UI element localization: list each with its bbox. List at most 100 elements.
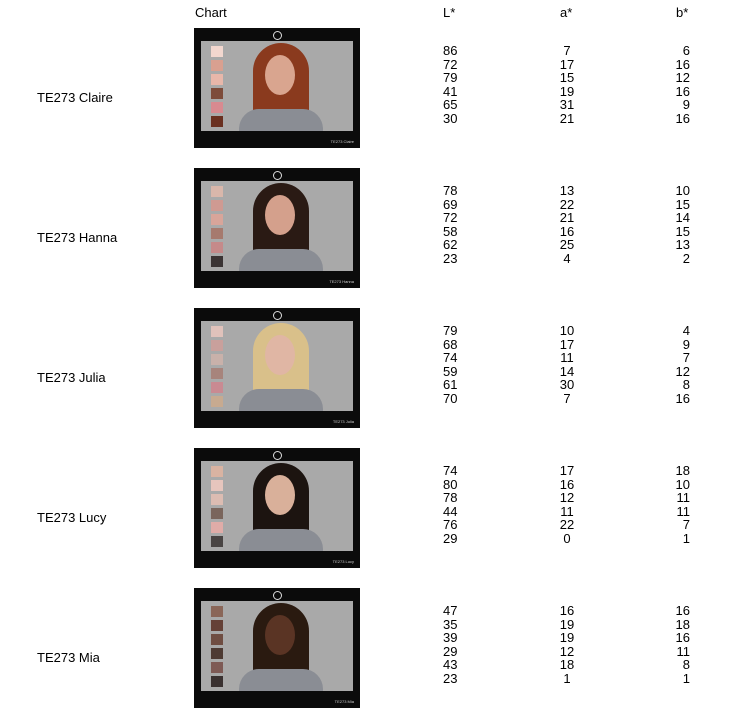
b-values: 6 16 12 16 9 16 <box>662 44 690 126</box>
color-swatch <box>211 354 223 365</box>
b-values: 10 15 14 15 13 2 <box>662 184 690 266</box>
chart-image: TE273 Julia <box>194 308 360 428</box>
b-value: 16 <box>675 630 690 646</box>
b-value: 12 <box>675 363 690 379</box>
L-value: 23 <box>443 250 458 266</box>
color-swatch <box>211 186 223 197</box>
color-swatch <box>211 256 223 267</box>
L-value: 47 <box>443 603 458 618</box>
a-value: 17 <box>559 56 575 72</box>
color-swatch <box>211 74 223 85</box>
logo-icon <box>273 591 282 600</box>
chart-panel <box>201 181 353 271</box>
b-value: 1 <box>682 670 690 686</box>
b-value: 11 <box>676 490 691 506</box>
chart-image: TE273 Claire <box>194 28 360 148</box>
b-value: 1 <box>682 530 690 546</box>
L-value: 59 <box>443 363 458 379</box>
L-values: 79 68 74 59 61 70 <box>443 324 457 406</box>
chart-panel <box>201 41 353 131</box>
L-value: 74 <box>443 463 458 478</box>
a-value: 7 <box>563 43 571 58</box>
L-value: 79 <box>443 323 458 338</box>
logo-icon <box>273 451 282 460</box>
L-value: 29 <box>443 643 458 659</box>
a-value: 12 <box>559 643 575 659</box>
a-values: 10 17 11 14 30 7 <box>548 324 586 406</box>
subject-name: TE273 Claire <box>37 90 113 105</box>
a-value: 11 <box>560 350 574 366</box>
color-swatch <box>211 662 223 673</box>
L-value: 41 <box>443 83 458 99</box>
a-value: 16 <box>559 476 575 492</box>
chart-label: TE273 Mia <box>334 699 354 704</box>
color-swatch <box>211 522 223 533</box>
a-value: 15 <box>559 70 575 86</box>
a-value: 22 <box>559 196 575 212</box>
L-value: 74 <box>443 350 458 366</box>
a-value: 14 <box>559 363 575 379</box>
b-value: 2 <box>682 250 690 266</box>
L-value: 68 <box>443 336 458 352</box>
b-value: 11 <box>676 503 691 519</box>
L-value: 29 <box>443 530 458 546</box>
L-value: 43 <box>443 657 458 673</box>
face <box>265 475 295 515</box>
header-chart: Chart <box>195 5 227 20</box>
a-value: 13 <box>559 183 575 198</box>
color-swatch <box>211 536 223 547</box>
a-value: 10 <box>559 323 575 338</box>
b-value: 7 <box>682 350 690 366</box>
color-swatch <box>211 46 223 57</box>
L-value: 30 <box>443 110 458 126</box>
L-value: 69 <box>443 196 458 212</box>
a-value: 19 <box>559 83 575 99</box>
a-value: 4 <box>563 250 571 266</box>
L-value: 76 <box>443 517 458 533</box>
color-swatch <box>211 606 223 617</box>
shirt <box>239 389 323 411</box>
b-value: 18 <box>675 463 690 478</box>
a-value: 0 <box>563 530 571 546</box>
a-value: 1 <box>563 670 571 686</box>
chart-image: TE273 Hanna <box>194 168 360 288</box>
chart-image: TE273 Lucy <box>194 448 360 568</box>
b-value: 16 <box>675 603 690 618</box>
table-row: TE273 Hanna TE273 Hanna 78 69 72 58 62 23 13 22… <box>0 168 750 308</box>
a-value: 16 <box>559 603 575 618</box>
b-value: 15 <box>675 196 690 212</box>
chart-image: TE273 Mia <box>194 588 360 708</box>
a-values: 17 16 12 11 22 0 <box>548 464 586 546</box>
b-value: 14 <box>675 210 690 226</box>
b-value: 4 <box>682 323 690 338</box>
b-value: 8 <box>682 377 690 393</box>
b-value: 16 <box>675 390 690 406</box>
color-swatch <box>211 200 223 211</box>
a-value: 18 <box>559 657 575 673</box>
a-value: 12 <box>559 490 575 506</box>
a-value: 19 <box>559 616 575 632</box>
subject-name: TE273 Lucy <box>37 510 107 525</box>
color-swatch <box>211 228 223 239</box>
b-value: 16 <box>675 83 690 99</box>
a-value: 17 <box>559 336 575 352</box>
b-value: 15 <box>675 223 690 239</box>
L-value: 72 <box>443 210 458 226</box>
b-value: 13 <box>675 237 690 253</box>
b-value: 16 <box>675 56 690 72</box>
L-value: 78 <box>443 490 458 506</box>
a-value: 31 <box>559 97 575 113</box>
color-swatch <box>211 242 223 253</box>
color-swatch <box>211 326 223 337</box>
table-row: TE273 Claire TE273 Claire 86 72 79 41 65 30 7 1… <box>0 28 750 168</box>
face <box>265 55 295 95</box>
chart-label: TE273 Hanna <box>329 279 354 284</box>
color-swatch <box>211 466 223 477</box>
b-value: 7 <box>682 517 690 533</box>
color-swatch <box>211 396 223 407</box>
L-value: 35 <box>443 616 458 632</box>
color-swatch <box>211 214 223 225</box>
chart-label: TE273 Claire <box>330 139 354 144</box>
L-values: 74 80 78 44 76 29 <box>443 464 457 546</box>
color-swatch <box>211 368 223 379</box>
